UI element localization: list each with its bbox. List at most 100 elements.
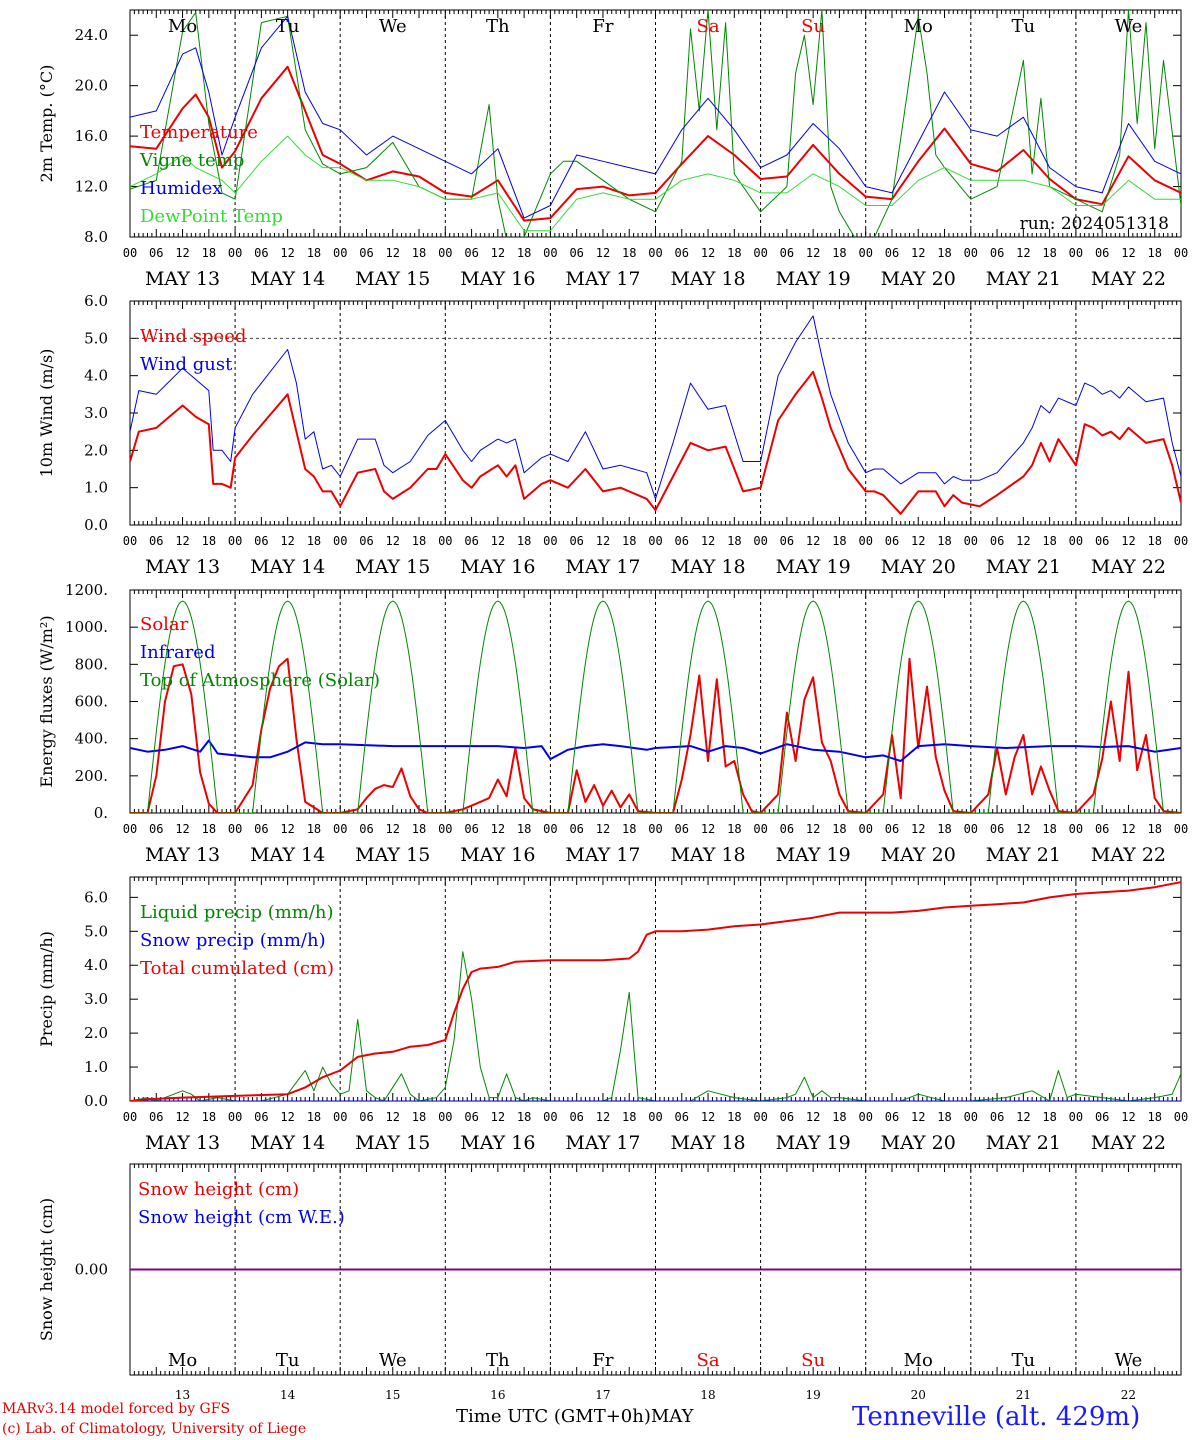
hour-label: 12 xyxy=(596,534,610,548)
hour-label: 06 xyxy=(464,534,478,548)
hour-label: 00 xyxy=(753,822,767,836)
hour-label: 00 xyxy=(964,534,978,548)
y-tick-label: 8.0 xyxy=(84,228,108,246)
time-axis-label: Time UTC (GMT+0h)MAY xyxy=(456,1406,694,1427)
panel-3: 0.0 1.0 2.0 3.0 4.0 5.0 6.0 Precip (mm/h) Liquid… xyxy=(37,876,1188,1154)
hour-label: 12 xyxy=(491,534,505,548)
y-tick-label: 0. xyxy=(94,804,108,822)
hour-label: 18 xyxy=(937,534,951,548)
hour-label: 12 xyxy=(175,246,189,260)
series-line xyxy=(130,951,1181,1101)
y-tick-label: 12.0 xyxy=(75,178,108,196)
weekday-label: Mo xyxy=(168,16,197,37)
date-label: MAY 22 xyxy=(1091,556,1166,578)
hour-label: 00 xyxy=(858,534,872,548)
hour-label: 12 xyxy=(491,246,505,260)
y-tick-label: 16.0 xyxy=(75,127,108,145)
hour-label: 12 xyxy=(280,1110,294,1124)
series-group xyxy=(130,315,1181,515)
hour-label: 18 xyxy=(412,534,426,548)
date-label: MAY 13 xyxy=(145,556,220,578)
hour-label: 12 xyxy=(911,822,925,836)
hour-label: 06 xyxy=(990,534,1004,548)
hour-label: 18 xyxy=(727,534,741,548)
panel-2: 0. 200. 400. 600. 800. 1000. 1200. Energy fluxe… xyxy=(37,581,1188,866)
date-label: MAY 20 xyxy=(881,1132,956,1154)
date-label: MAY 21 xyxy=(986,1132,1061,1154)
weekday-label: We xyxy=(379,1350,407,1371)
weekday-label: Th xyxy=(486,1350,510,1371)
hour-label: 18 xyxy=(517,534,531,548)
hour-label: 00 xyxy=(543,246,557,260)
date-label: MAY 20 xyxy=(881,844,956,866)
legend-label: Top of Atmosphere (Solar) xyxy=(140,670,380,691)
y-tick-label: 3.0 xyxy=(84,404,108,422)
date-label: MAY 16 xyxy=(460,556,535,578)
date-label: MAY 16 xyxy=(460,844,535,866)
series-line xyxy=(130,65,1181,222)
hour-label: 00 xyxy=(333,1110,347,1124)
hour-label: 06 xyxy=(149,822,163,836)
hour-label: 12 xyxy=(280,822,294,836)
hour-label: 18 xyxy=(622,534,636,548)
day-number: 20 xyxy=(911,1388,926,1402)
hour-label: 18 xyxy=(412,822,426,836)
date-label: MAY 14 xyxy=(250,556,325,578)
legend-label: Vigne temp xyxy=(139,150,244,171)
hour-label: 06 xyxy=(359,822,373,836)
hour-label: 12 xyxy=(1016,534,1030,548)
weekday-label: Fr xyxy=(592,1350,613,1371)
day-number: 16 xyxy=(490,1388,505,1402)
hour-label: 00 xyxy=(123,822,137,836)
hour-label: 00 xyxy=(858,1110,872,1124)
date-label: MAY 20 xyxy=(881,268,956,290)
series-line xyxy=(130,881,1181,1101)
hour-label: 18 xyxy=(202,822,216,836)
hour-label: 06 xyxy=(359,1110,373,1124)
y-axis-label: 10m Wind (m/s) xyxy=(37,349,56,478)
legend-label: Total cumulated (cm) xyxy=(140,958,334,979)
hour-label: 18 xyxy=(307,534,321,548)
legend-label: Humidex xyxy=(140,178,222,199)
hour-label: 00 xyxy=(123,534,137,548)
y-axis-label: Precip (mm/h) xyxy=(37,931,56,1047)
hour-label: 00 xyxy=(1069,1110,1083,1124)
hour-label: 12 xyxy=(386,1110,400,1124)
hour-label: 06 xyxy=(885,822,899,836)
y-tick-label: 0.0 xyxy=(84,1092,108,1110)
legend-label: Liquid precip (mm/h) xyxy=(140,902,334,923)
hour-label: 00 xyxy=(333,246,347,260)
hour-label: 06 xyxy=(569,1110,583,1124)
hour-label: 00 xyxy=(228,822,242,836)
hour-label: 00 xyxy=(648,534,662,548)
hour-label: 18 xyxy=(202,534,216,548)
hour-label: 06 xyxy=(675,534,689,548)
hour-label: 12 xyxy=(280,534,294,548)
hour-label: 06 xyxy=(675,822,689,836)
hour-label: 00 xyxy=(964,822,978,836)
hour-label: 00 xyxy=(1069,246,1083,260)
date-label: MAY 22 xyxy=(1091,1132,1166,1154)
hour-label: 12 xyxy=(175,1110,189,1124)
y-axis-label: 2m Temp. (°C) xyxy=(37,65,56,183)
hour-label: 12 xyxy=(911,246,925,260)
hour-label: 06 xyxy=(1095,1110,1109,1124)
hour-label: 12 xyxy=(701,246,715,260)
date-label: MAY 16 xyxy=(460,268,535,290)
y-tick-label: 4.0 xyxy=(84,367,108,385)
hour-label: 06 xyxy=(885,1110,899,1124)
day-number: 18 xyxy=(700,1388,715,1402)
y-tick-label: 24.0 xyxy=(75,26,108,44)
legend-label: Wind speed xyxy=(140,326,246,347)
y-tick-label: 1.0 xyxy=(84,479,108,497)
hour-label: 00 xyxy=(1069,822,1083,836)
hour-label: 06 xyxy=(1095,534,1109,548)
weekday-label: Tu xyxy=(276,16,300,37)
y-tick-label: 6.0 xyxy=(84,292,108,310)
hour-label: 00 xyxy=(648,1110,662,1124)
hour-label: 00 xyxy=(858,246,872,260)
hour-label: 12 xyxy=(596,1110,610,1124)
lab-credit: (c) Lab. of Climatology, University of L… xyxy=(2,1421,307,1437)
hour-label: 06 xyxy=(569,534,583,548)
date-label: MAY 19 xyxy=(776,268,851,290)
